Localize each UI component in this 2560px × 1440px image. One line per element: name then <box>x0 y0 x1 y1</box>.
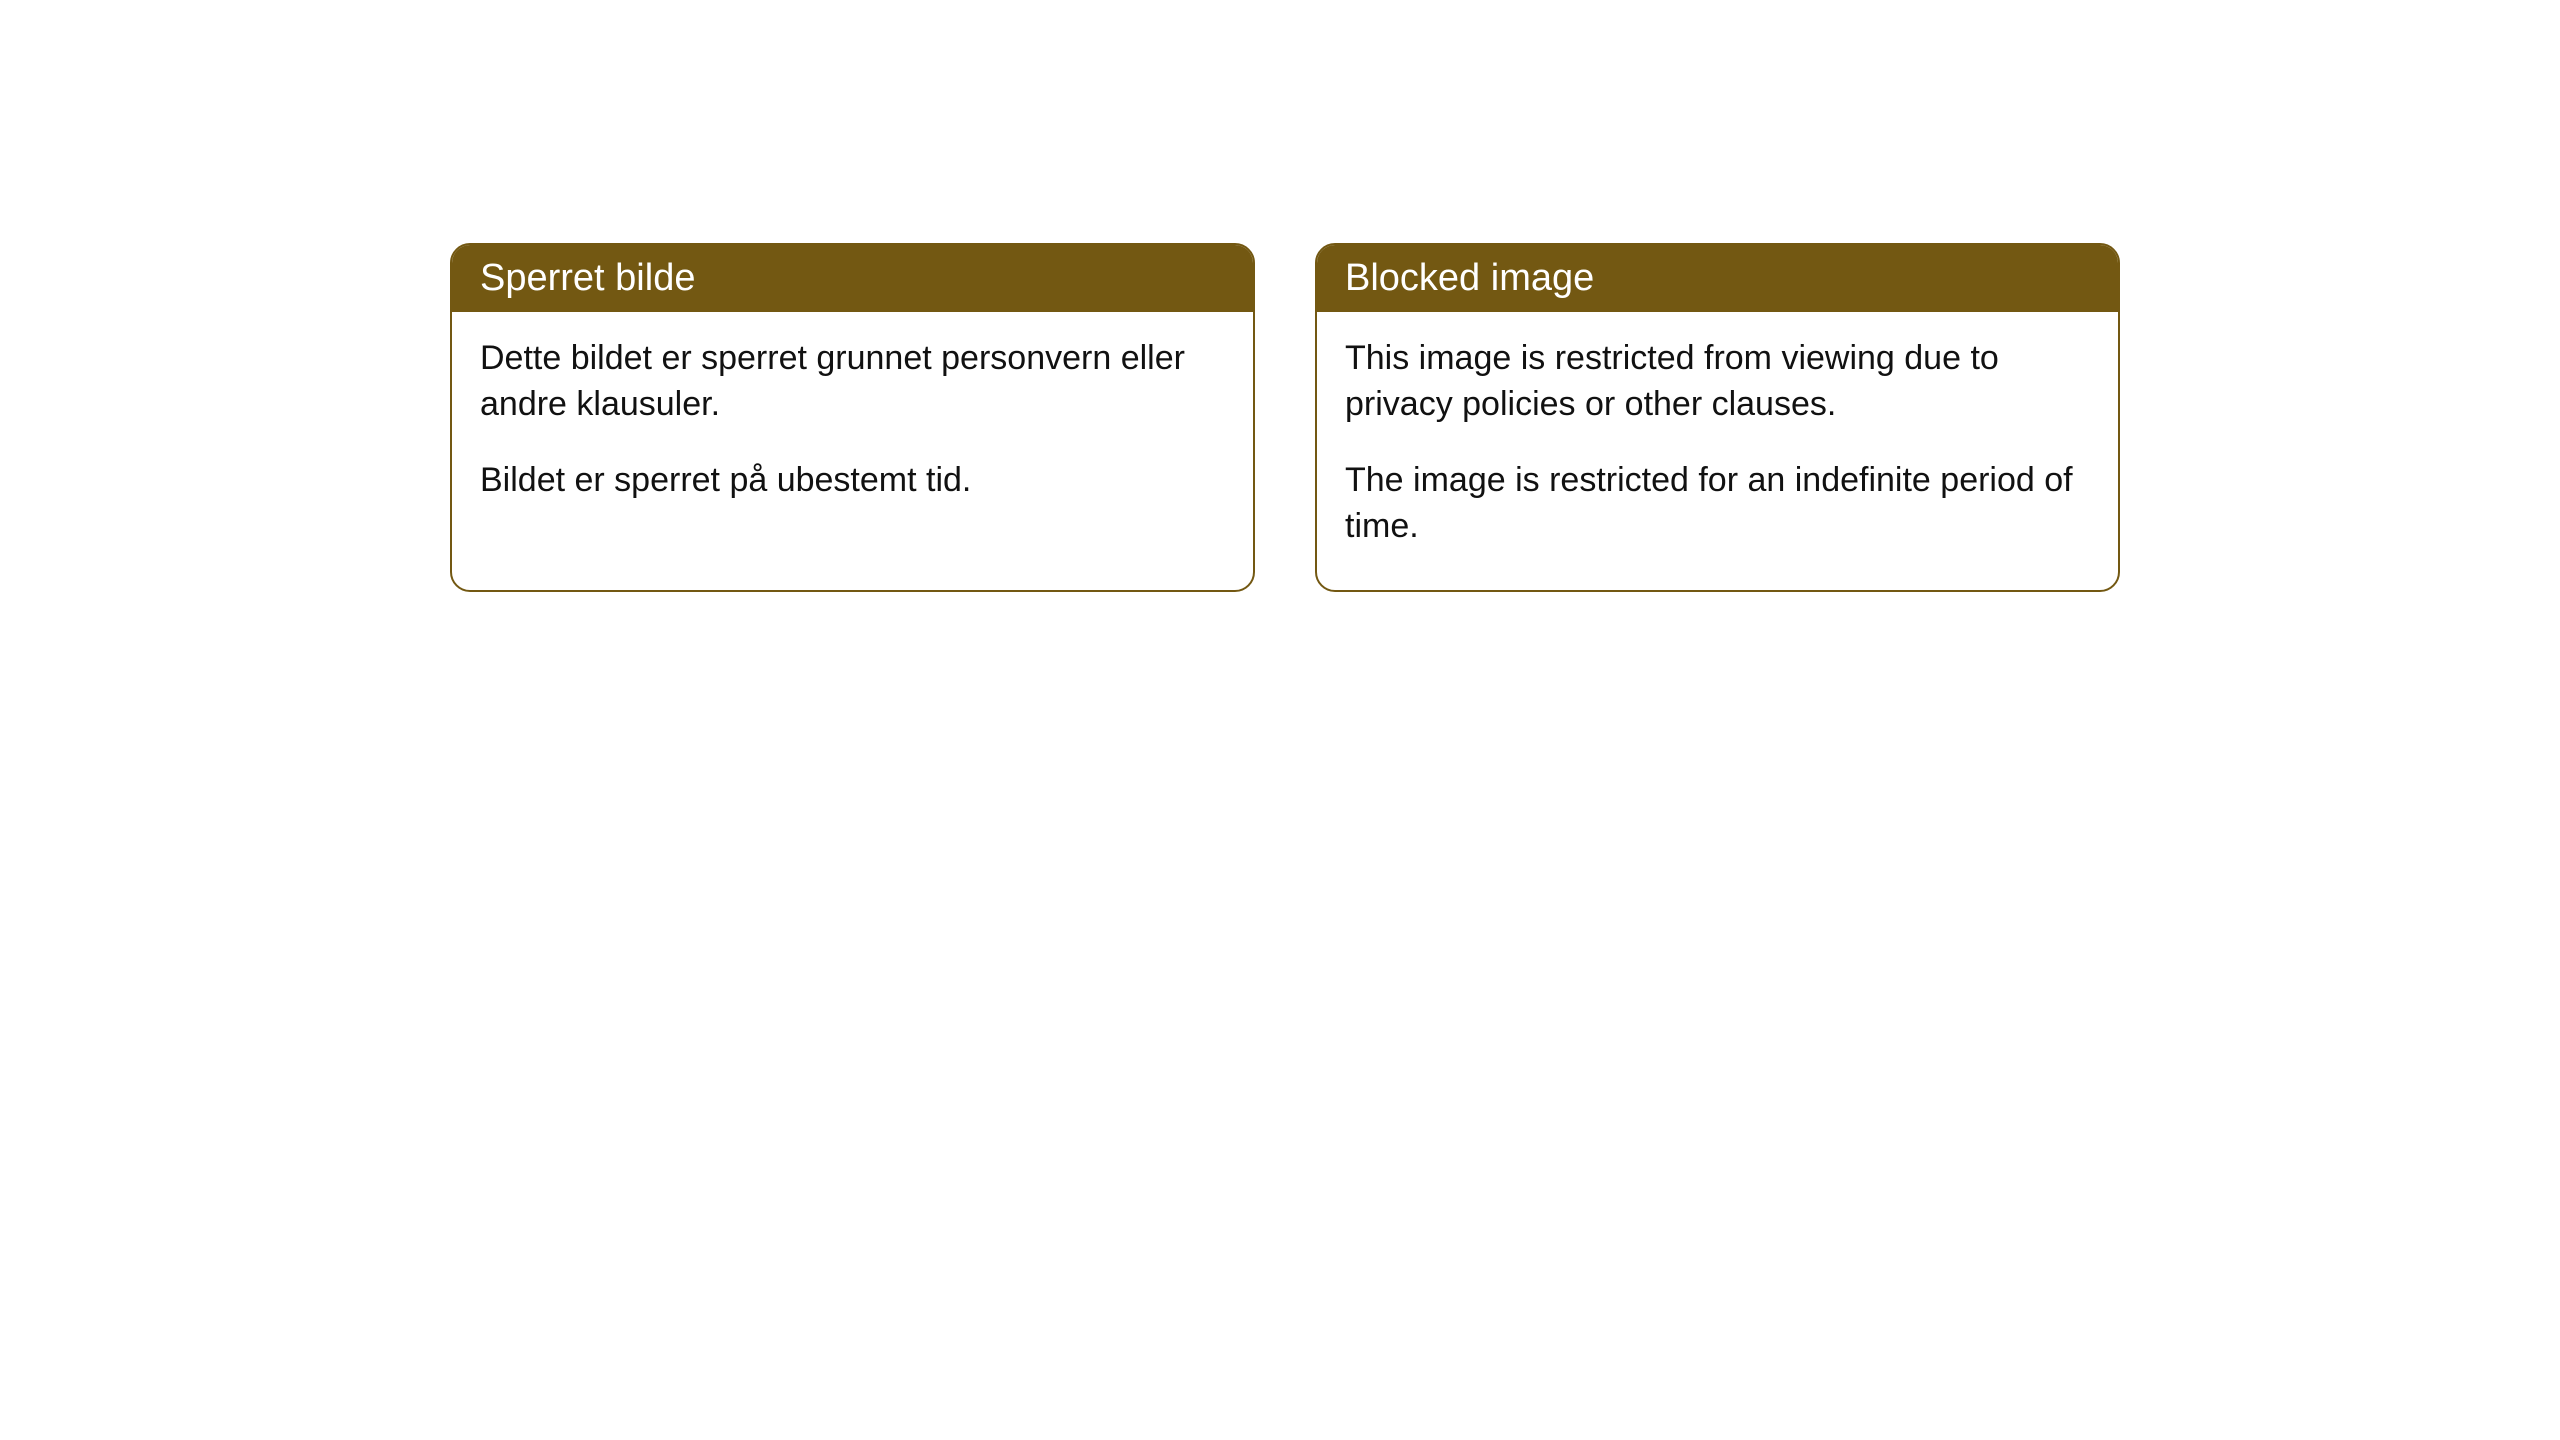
card-body: This image is restricted from viewing du… <box>1317 312 2118 590</box>
notice-paragraph-1: This image is restricted from viewing du… <box>1345 336 2090 428</box>
card-header: Blocked image <box>1317 245 2118 312</box>
notice-card-english: Blocked image This image is restricted f… <box>1315 243 2120 592</box>
notice-card-norwegian: Sperret bilde Dette bildet er sperret gr… <box>450 243 1255 592</box>
card-header: Sperret bilde <box>452 245 1253 312</box>
notice-paragraph-2: The image is restricted for an indefinit… <box>1345 458 2090 550</box>
card-body: Dette bildet er sperret grunnet personve… <box>452 312 1253 544</box>
notice-paragraph-2: Bildet er sperret på ubestemt tid. <box>480 458 1225 504</box>
notice-paragraph-1: Dette bildet er sperret grunnet personve… <box>480 336 1225 428</box>
notice-cards-container: Sperret bilde Dette bildet er sperret gr… <box>450 243 2120 592</box>
